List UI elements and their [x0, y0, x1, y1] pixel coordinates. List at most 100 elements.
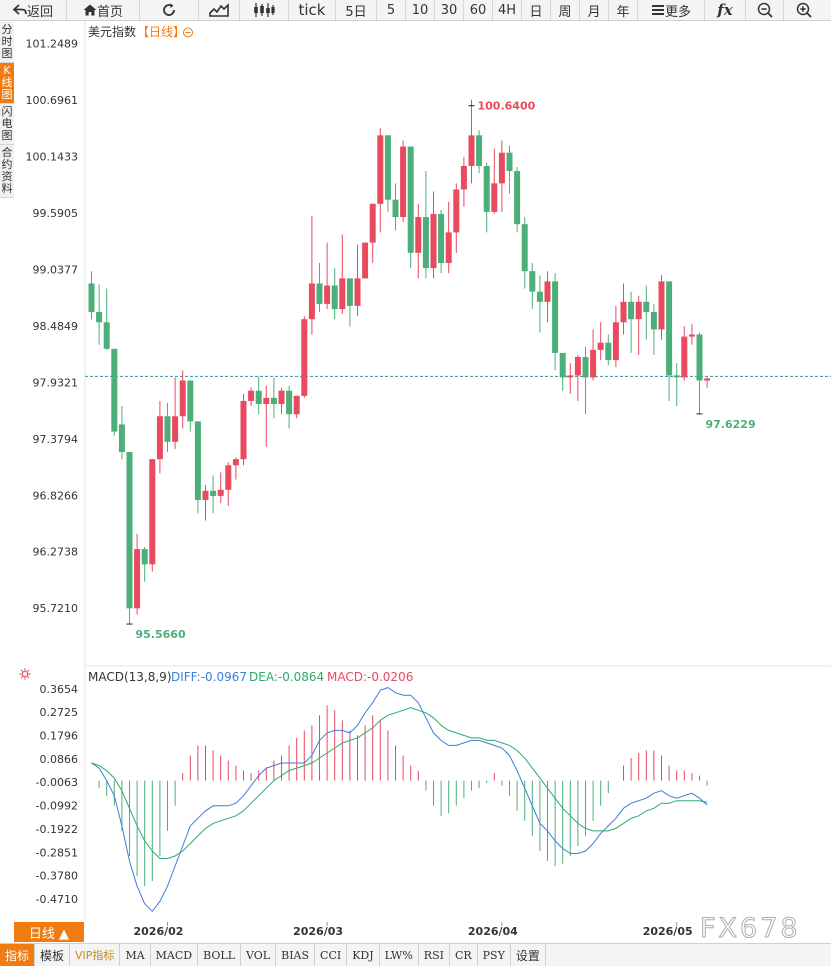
chart-area[interactable]: 美元指数 【日线】 101.2489 100.6961 100.1433 99.590…	[0, 0, 831, 943]
indicator-lw[interactable]: LW%	[380, 944, 419, 966]
chart-title: 美元指数	[88, 24, 136, 39]
candle-body	[203, 491, 209, 500]
price-tick-label: 95.7210	[33, 602, 79, 615]
candle-body	[469, 135, 475, 166]
indicator-cr[interactable]: CR	[450, 944, 478, 966]
price-tick-label: 101.2489	[26, 38, 79, 51]
candle-body	[256, 391, 262, 404]
candle-body	[491, 183, 497, 212]
candle-body	[583, 357, 589, 377]
candle-body	[347, 278, 353, 306]
indicator-macd[interactable]: MACD	[151, 944, 198, 966]
candle-body	[545, 281, 551, 301]
candle-body	[689, 335, 695, 337]
candle-body	[119, 424, 125, 452]
candle-body	[522, 224, 528, 271]
candle-body	[172, 416, 178, 442]
candle-body	[218, 490, 224, 496]
diff-line	[92, 688, 708, 912]
macd-tick-label: -0.4710	[36, 893, 78, 906]
candle-body	[134, 549, 140, 608]
candle-body	[560, 353, 566, 378]
extreme-value-label: 100.6400	[478, 100, 536, 113]
candle-body	[438, 214, 444, 263]
candle-body	[704, 378, 710, 380]
candle-body	[271, 398, 277, 404]
candle-body	[651, 312, 657, 329]
price-tick-label: 100.1433	[26, 150, 79, 163]
macd-tick-label: 0.2725	[40, 706, 79, 719]
indicator-tab-indicators[interactable]: 指标	[0, 944, 35, 966]
price-tick-label: 96.8266	[33, 489, 79, 502]
settings-button[interactable]: 设置	[511, 944, 546, 966]
period-select[interactable]: 日线 ▲	[14, 922, 84, 942]
candle-body	[507, 153, 513, 171]
candle-body	[674, 375, 680, 377]
candle-body	[453, 189, 459, 232]
candle-body	[400, 147, 406, 217]
indicator-bias[interactable]: BIAS	[276, 944, 315, 966]
extreme-value-label: 97.6229	[706, 418, 756, 431]
candle-body	[393, 200, 399, 217]
candle-body	[499, 153, 505, 184]
candle-body	[279, 391, 285, 404]
candle-body	[476, 135, 482, 166]
candle-body	[605, 343, 611, 360]
candle-body	[681, 337, 687, 378]
macd-tick-label: -0.0992	[36, 800, 78, 813]
price-tick-label: 100.6961	[26, 94, 79, 107]
candle-body	[529, 271, 535, 291]
indicator-cci[interactable]: CCI	[315, 944, 347, 966]
candle-body	[598, 343, 604, 350]
candle-body	[263, 398, 269, 404]
candle-body	[666, 281, 672, 375]
indicator-tab-vip[interactable]: VIP指标	[70, 944, 120, 966]
macd-histogram	[92, 705, 708, 886]
macd-diff-value: DIFF:-0.0967	[171, 670, 247, 684]
dea-line	[92, 708, 708, 859]
candle-body	[233, 459, 239, 465]
candle-body	[294, 396, 300, 414]
candle-body	[149, 459, 155, 564]
candle-body	[431, 214, 437, 268]
macd-tick-label: -0.1922	[36, 823, 78, 836]
indicator-vol[interactable]: VOL	[241, 944, 276, 966]
macd-name: MACD(13,8,9)	[88, 670, 172, 684]
indicator-psy[interactable]: PSY	[478, 944, 511, 966]
candle-body	[142, 549, 148, 564]
candle-body	[697, 335, 703, 381]
candle-body	[415, 217, 421, 253]
macd-tick-label: 0.1796	[40, 729, 79, 742]
date-label: 2026/05	[643, 925, 693, 938]
price-tick-label: 99.0377	[33, 263, 79, 276]
candle-body	[104, 322, 110, 349]
candle-body	[187, 380, 193, 421]
price-tick-label: 99.5905	[33, 207, 79, 220]
candle-body	[127, 452, 133, 608]
indicator-bar: 指标 模板 VIP指标 MA MACD BOLL VOL BIAS CCI KD…	[0, 943, 831, 966]
candle-body	[636, 302, 642, 319]
indicator-boll[interactable]: BOLL	[198, 944, 241, 966]
candle-body	[377, 135, 383, 203]
candle-body	[241, 401, 247, 459]
indicator-rsi[interactable]: RSI	[419, 944, 450, 966]
candle-body	[301, 319, 307, 396]
chart-period-tag: 【日线】	[137, 25, 185, 39]
candle-body	[96, 312, 102, 322]
candle-body	[643, 302, 649, 312]
candle-body	[423, 217, 429, 268]
candle-body	[567, 375, 573, 377]
candle-body	[309, 283, 315, 319]
price-tick-label: 96.2738	[33, 546, 79, 559]
candle-body	[225, 465, 231, 490]
candle-body	[552, 281, 558, 353]
candle-body	[180, 380, 186, 416]
macd-settings-icon[interactable]	[20, 669, 31, 680]
indicator-tab-template[interactable]: 模板	[35, 944, 70, 966]
indicator-ma[interactable]: MA	[120, 944, 150, 966]
candle-body	[575, 357, 581, 375]
indicator-kdj[interactable]: KDJ	[347, 944, 379, 966]
price-tick-labels: 101.2489100.6961100.143399.590599.037798…	[26, 38, 79, 616]
candle-body	[613, 322, 619, 360]
